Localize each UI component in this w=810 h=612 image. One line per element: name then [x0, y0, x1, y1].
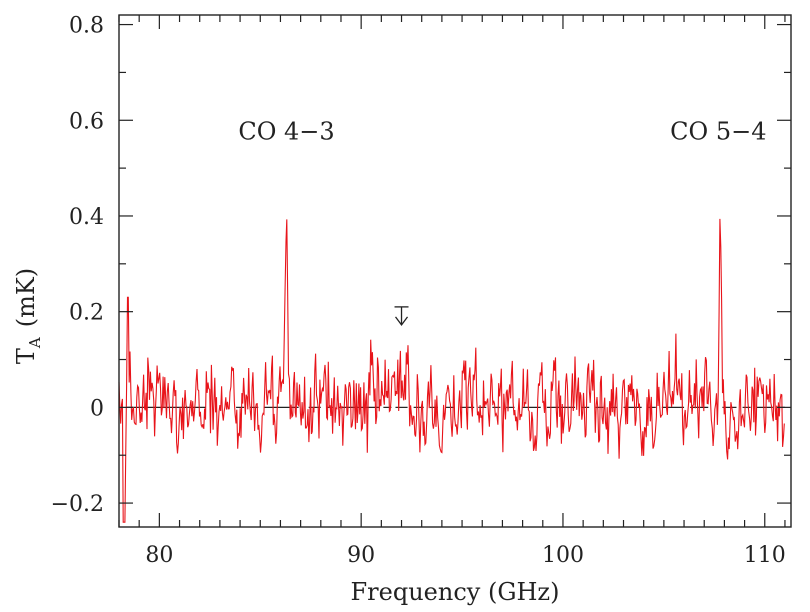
- upper-limit-marker: [394, 306, 409, 326]
- y-tick-label: −0.2: [51, 492, 104, 517]
- y-axis-label-unit: (mK): [12, 268, 40, 327]
- axis-tick-labels: 80 90 100 110 −0.2 0 0.2 0.4 0.6 0.8: [51, 14, 786, 568]
- line-annotation-label: CO 4−3: [238, 117, 334, 145]
- y-tick-label: 0.2: [69, 301, 104, 326]
- y-tick-label: 0.8: [69, 14, 104, 39]
- limit-arrow-head: [395, 316, 409, 326]
- line-annotation-label: CO 5−4: [670, 117, 766, 145]
- x-axis-label: Frequency (GHz): [351, 578, 560, 606]
- x-tick-label: 100: [542, 543, 584, 568]
- y-tick-label: 0.4: [69, 205, 104, 230]
- line-annotations: CO 4−3 CO 5−4: [238, 117, 766, 145]
- y-tick-label: 0.6: [69, 109, 104, 134]
- y-tick-label: 0: [90, 396, 104, 421]
- y-axis-label-symbol: T: [12, 348, 40, 364]
- y-axis-label-subscript: A: [26, 337, 44, 349]
- y-axis-label: TA (mK): [12, 268, 44, 364]
- x-tick-label: 110: [744, 543, 786, 568]
- axis-ticks: [118, 15, 791, 527]
- spectrum-series-line: [118, 218, 785, 523]
- plot-frame: [118, 14, 792, 528]
- x-tick-label: 90: [347, 543, 375, 568]
- x-tick-label: 80: [145, 543, 173, 568]
